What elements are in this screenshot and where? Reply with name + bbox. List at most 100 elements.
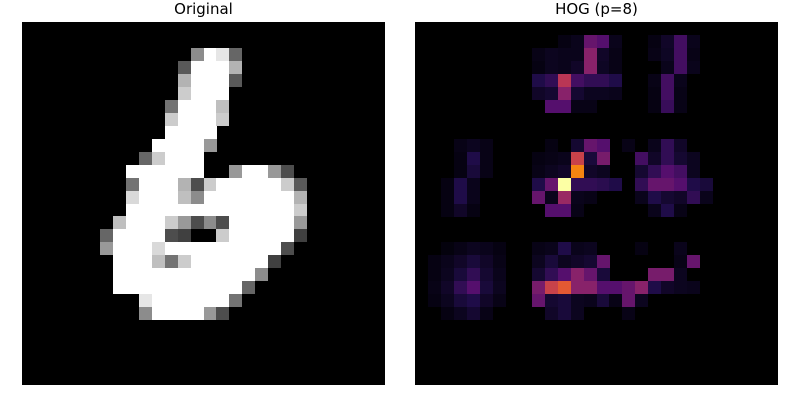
original-pixel xyxy=(242,281,256,295)
hog-pixel xyxy=(674,73,688,87)
hog-pixel xyxy=(648,138,662,152)
hog-pixel xyxy=(583,138,597,152)
hog-pixel xyxy=(531,177,545,191)
hog-pixel xyxy=(466,281,480,295)
hog-pixel xyxy=(544,203,558,217)
original-pixel xyxy=(177,307,191,321)
hog-pixel xyxy=(648,47,662,61)
original-pixel xyxy=(216,60,230,74)
hog-pixel xyxy=(674,60,688,74)
hog-pixel xyxy=(570,203,584,217)
original-pixel xyxy=(203,255,217,269)
original-pixel xyxy=(203,138,217,152)
original-pixel xyxy=(138,177,152,191)
original-pixel xyxy=(190,203,204,217)
hog-pixel xyxy=(661,47,675,61)
hog-pixel xyxy=(440,203,454,217)
original-pixel xyxy=(138,242,152,256)
hog-pixel xyxy=(609,34,623,48)
hog-pixel xyxy=(687,164,701,178)
hog-pixel xyxy=(674,268,688,282)
original-pixel xyxy=(203,307,217,321)
original-pixel xyxy=(216,216,230,230)
original-pixel xyxy=(125,255,139,269)
hog-pixel xyxy=(479,242,493,256)
hog-pixel xyxy=(596,151,610,165)
hog-pixel xyxy=(661,151,675,165)
hog-pixel xyxy=(466,307,480,321)
hog-pixel xyxy=(570,268,584,282)
original-pixel xyxy=(242,164,256,178)
hog-pixel xyxy=(596,73,610,87)
hog-pixel xyxy=(557,281,571,295)
original-pixel xyxy=(229,229,243,243)
hog-pixel xyxy=(648,73,662,87)
hog-pixel xyxy=(492,268,506,282)
hog-pixel xyxy=(674,99,688,113)
hog-image xyxy=(415,22,778,385)
hog-pixel xyxy=(466,164,480,178)
hog-pixel xyxy=(570,242,584,256)
hog-pixel xyxy=(440,281,454,295)
original-pixel xyxy=(177,294,191,308)
original-pixel xyxy=(138,151,152,165)
hog-pixel xyxy=(687,151,701,165)
original-pixel xyxy=(125,242,139,256)
original-pixel xyxy=(151,151,165,165)
original-pixel xyxy=(164,242,178,256)
hog-pixel xyxy=(674,255,688,269)
original-pixel xyxy=(216,229,230,243)
original-pixel xyxy=(268,203,282,217)
hog-pixel xyxy=(687,281,701,295)
original-pixel xyxy=(177,203,191,217)
hog-pixel xyxy=(648,190,662,204)
hog-pixel xyxy=(544,190,558,204)
original-pixel xyxy=(242,242,256,256)
original-pixel xyxy=(190,112,204,126)
original-pixel xyxy=(203,242,217,256)
original-pixel xyxy=(255,255,269,269)
original-pixel xyxy=(190,307,204,321)
hog-pixel xyxy=(609,86,623,100)
original-pixel xyxy=(242,203,256,217)
original-pixel xyxy=(177,177,191,191)
original-pixel xyxy=(242,255,256,269)
original-pixel xyxy=(268,229,282,243)
hog-pixel xyxy=(648,177,662,191)
hog-pixel xyxy=(479,151,493,165)
original-pixel xyxy=(294,177,308,191)
hog-pixel xyxy=(531,151,545,165)
hog-pixel xyxy=(427,294,441,308)
hog-pixel xyxy=(661,99,675,113)
hog-pixel xyxy=(674,203,688,217)
hog-pixel xyxy=(557,203,571,217)
original-pixel xyxy=(242,177,256,191)
hog-pixel xyxy=(674,177,688,191)
original-pixel xyxy=(294,190,308,204)
original-pixel xyxy=(177,151,191,165)
original-pixel xyxy=(112,229,126,243)
original-pixel xyxy=(112,255,126,269)
hog-pixel xyxy=(583,268,597,282)
original-pixel xyxy=(177,86,191,100)
hog-pixel xyxy=(674,242,688,256)
hog-pixel xyxy=(583,177,597,191)
hog-pixel xyxy=(492,281,506,295)
hog-pixel xyxy=(557,164,571,178)
original-pixel xyxy=(112,268,126,282)
original-pixel xyxy=(281,177,295,191)
hog-pixel xyxy=(661,34,675,48)
original-pixel xyxy=(203,281,217,295)
original-pixel xyxy=(216,203,230,217)
original-pixel xyxy=(229,294,243,308)
original-pixel xyxy=(125,190,139,204)
original-pixel xyxy=(177,229,191,243)
hog-pixel xyxy=(440,268,454,282)
original-pixel xyxy=(268,216,282,230)
original-pixel xyxy=(242,268,256,282)
hog-pixel xyxy=(661,138,675,152)
hog-pixel xyxy=(583,190,597,204)
original-pixel xyxy=(177,138,191,152)
hog-pixel xyxy=(440,190,454,204)
hog-pixel xyxy=(570,138,584,152)
